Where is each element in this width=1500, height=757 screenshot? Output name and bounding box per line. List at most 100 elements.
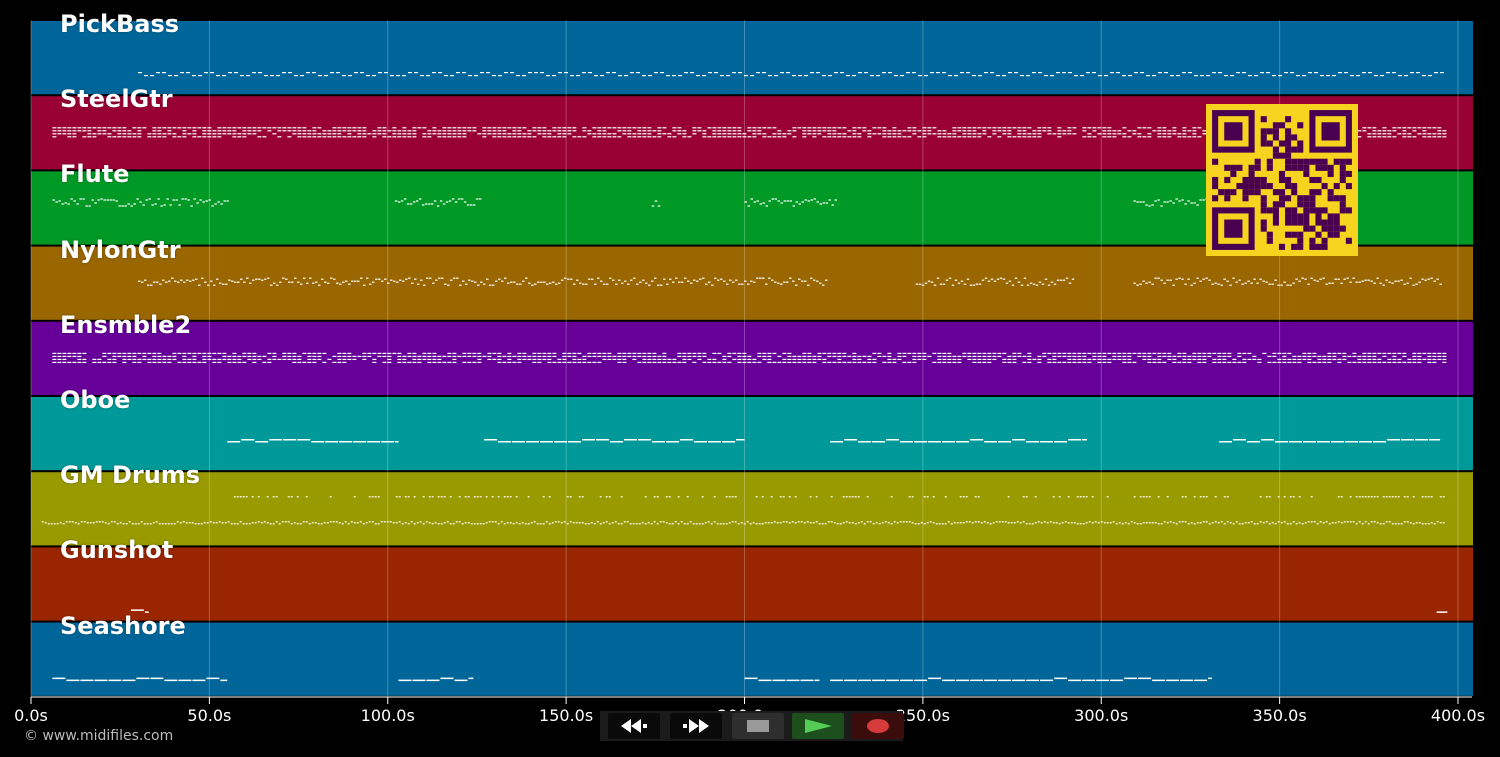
note — [194, 523, 197, 525]
note — [1070, 522, 1073, 524]
note — [378, 278, 381, 280]
note — [1349, 496, 1352, 498]
note — [936, 72, 941, 74]
record-button[interactable] — [852, 713, 904, 739]
note — [651, 280, 654, 282]
note — [297, 136, 302, 138]
note — [1157, 127, 1162, 129]
note — [150, 75, 155, 77]
note — [877, 127, 882, 129]
note — [1055, 522, 1058, 524]
note — [1187, 358, 1192, 360]
note — [442, 133, 447, 135]
note — [1346, 277, 1349, 279]
note — [292, 130, 297, 132]
note — [1087, 136, 1092, 138]
note — [824, 523, 827, 525]
note — [1076, 523, 1079, 525]
note — [412, 355, 417, 357]
note — [1412, 355, 1417, 357]
note — [617, 130, 622, 132]
note — [521, 522, 524, 524]
note — [647, 358, 652, 360]
note — [392, 130, 397, 132]
note — [552, 281, 555, 283]
note — [1206, 75, 1211, 77]
note — [307, 355, 312, 357]
note — [952, 355, 957, 357]
note — [83, 521, 86, 523]
note — [412, 136, 417, 138]
note — [637, 355, 642, 357]
note — [809, 522, 812, 524]
stop-button[interactable] — [732, 713, 784, 739]
note — [392, 352, 397, 354]
fast-forward-button[interactable] — [670, 713, 722, 739]
note — [396, 281, 399, 283]
note — [767, 522, 770, 524]
note — [426, 679, 440, 682]
note — [1332, 352, 1337, 354]
note — [161, 523, 164, 525]
note — [637, 133, 642, 135]
note — [1178, 521, 1181, 523]
note — [239, 521, 242, 523]
note — [662, 127, 667, 129]
track-name: Seashore — [60, 611, 186, 640]
stop-icon — [747, 720, 769, 732]
note — [622, 358, 627, 360]
note — [1057, 127, 1062, 129]
note — [998, 679, 1012, 682]
note — [371, 496, 374, 498]
note — [652, 355, 657, 357]
note — [786, 679, 800, 682]
note — [1297, 355, 1302, 357]
note — [742, 355, 747, 357]
note — [1122, 358, 1127, 360]
note — [1301, 277, 1304, 279]
note — [57, 355, 62, 357]
note — [492, 352, 497, 354]
note — [797, 127, 802, 129]
note — [1072, 361, 1077, 363]
note — [1342, 352, 1347, 354]
note — [222, 133, 227, 135]
note — [777, 130, 782, 132]
note — [738, 283, 741, 285]
note — [517, 133, 522, 135]
note — [1437, 127, 1442, 129]
note — [1038, 72, 1043, 74]
note — [897, 130, 902, 132]
note — [44, 522, 47, 524]
note — [455, 521, 458, 523]
note — [509, 522, 512, 524]
note — [1298, 522, 1301, 524]
note — [432, 355, 437, 357]
note — [192, 127, 197, 129]
note — [1427, 133, 1432, 135]
note — [962, 352, 967, 354]
note — [587, 130, 592, 132]
note — [932, 352, 937, 354]
note — [378, 72, 383, 74]
note — [899, 521, 902, 523]
note — [127, 136, 132, 138]
note — [660, 72, 665, 74]
note — [1182, 127, 1187, 129]
note — [1127, 136, 1132, 138]
note — [432, 352, 437, 354]
note — [927, 133, 932, 135]
note — [266, 496, 269, 498]
note — [902, 521, 905, 523]
play-button[interactable] — [792, 713, 844, 739]
note — [363, 284, 366, 286]
note — [97, 133, 102, 135]
note — [1407, 361, 1412, 363]
note — [1110, 72, 1115, 74]
note — [614, 521, 617, 523]
note — [1232, 523, 1235, 525]
note — [845, 496, 848, 498]
rewind-button[interactable] — [608, 713, 660, 739]
note — [357, 280, 360, 282]
note — [717, 127, 722, 129]
